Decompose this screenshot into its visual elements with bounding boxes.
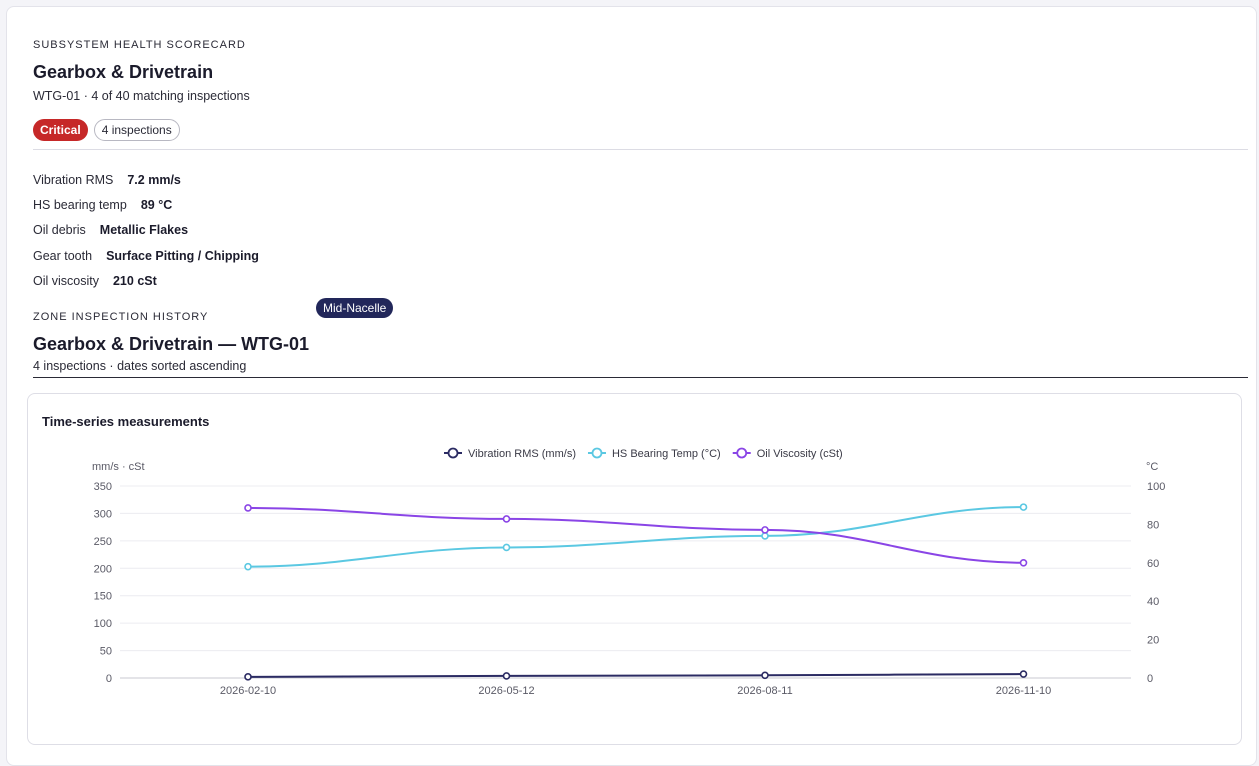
metric-label: Oil debris <box>33 223 86 238</box>
data-point <box>502 515 511 523</box>
badge-row: Critical 4 inspections <box>33 119 180 141</box>
y-left-tick-label: 250 <box>94 536 112 548</box>
metric-value: 210 cSt <box>112 274 157 289</box>
x-tick-label: 2026-11-10 <box>996 685 1051 697</box>
history-eyebrow: ZONE INSPECTION HISTORY <box>33 311 209 323</box>
y-left-tick-label: 50 <box>100 646 112 658</box>
y-right-tick-label: 80 <box>1147 519 1159 531</box>
data-point <box>1019 503 1028 511</box>
metric-oil-viscosity: Oil viscosity 210 cSt <box>33 269 259 294</box>
time-series-chart: 0 50 100 150 200 250 300 350 0 20 40 60 80 100 mm/s · … <box>92 447 1165 697</box>
x-tick-label: 2026-02-10 <box>220 685 276 697</box>
legend-label: HS Bearing Temp (°C) <box>612 448 721 460</box>
history-title: Gearbox & Drivetrain — WTG-01 <box>33 334 310 354</box>
metric-value: 89 °C <box>140 198 173 213</box>
inspection-count-badge: 4 inspections <box>93 119 180 141</box>
data-point <box>502 672 511 680</box>
legend-label: Oil Viscosity (cSt) <box>757 448 843 460</box>
metric-gear-tooth: Gear tooth Surface Pitting / Chipping <box>33 243 259 268</box>
data-point <box>244 562 252 571</box>
legend-marker <box>736 447 748 459</box>
metric-label: Oil viscosity <box>33 274 99 289</box>
metric-label: Vibration RMS <box>33 172 114 187</box>
metric-label: Gear tooth <box>33 248 93 263</box>
metric-bearing-temp: HS bearing temp 89 °C <box>33 192 259 217</box>
y-right-tick-label: 0 <box>1147 673 1153 685</box>
scorecard-card: SUBSYSTEM HEALTH SCORECARD Gearbox & Dri… <box>6 6 1257 766</box>
metric-value: Metallic Flakes <box>99 223 189 238</box>
series-line-2 <box>247 506 1024 564</box>
divider <box>33 149 1248 150</box>
series-line-0 <box>247 673 1024 678</box>
data-point <box>761 671 769 680</box>
y-left-tick-label: 150 <box>94 591 112 603</box>
y-right-tick-label: 20 <box>1147 635 1159 647</box>
metric-vibration: Vibration RMS 7.2 mm/s <box>33 167 259 192</box>
history-subtitle: 4 inspections · dates sorted ascending <box>33 359 247 373</box>
metric-oil-debris: Oil debris Metallic Flakes <box>33 218 259 243</box>
chart-title: Time-series measurements <box>42 414 210 429</box>
scorecard-title: Gearbox & Drivetrain <box>33 62 214 82</box>
legend-label: Vibration RMS (mm/s) <box>468 448 576 460</box>
zone-badge: Mid-Nacelle <box>316 298 394 318</box>
y-left-axis-label: mm/s · cSt <box>92 461 145 473</box>
status-badge: Critical <box>33 119 88 141</box>
history-divider <box>33 377 1248 378</box>
y-left-tick-label: 100 <box>94 618 112 630</box>
data-point <box>1019 670 1028 678</box>
x-tick-label: 2026-08-11 <box>737 685 792 697</box>
y-left-tick-label: 350 <box>94 481 112 493</box>
y-left-tick-label: 200 <box>94 563 112 575</box>
y-right-tick-label: 40 <box>1147 596 1159 608</box>
data-point <box>502 543 511 552</box>
data-point <box>761 526 769 534</box>
scorecard-subtitle: WTG-01 · 4 of 40 matching inspections <box>33 89 250 103</box>
metric-value: 7.2 mm/s <box>127 172 181 187</box>
metrics-list: Vibration RMS 7.2 mm/s HS bearing temp 8… <box>33 167 259 294</box>
data-point <box>244 504 252 512</box>
x-tick-label: 2026-05-12 <box>478 685 534 697</box>
series-line-1 <box>247 506 1024 568</box>
data-point <box>244 673 252 681</box>
data-point <box>761 532 769 540</box>
metric-label: HS bearing temp <box>33 198 127 213</box>
y-left-tick-label: 0 <box>106 673 112 685</box>
y-right-axis-label: °C <box>1146 461 1158 473</box>
scorecard-eyebrow: SUBSYSTEM HEALTH SCORECARD <box>33 39 246 51</box>
y-right-tick-label: 60 <box>1147 558 1159 570</box>
y-right-tick-label: 100 <box>1147 481 1165 493</box>
data-point <box>1019 559 1028 567</box>
metric-value: Surface Pitting / Chipping <box>106 248 259 263</box>
chart-card: Time-series measurements 0 50 100 150 200 250… <box>27 393 1242 745</box>
y-left-tick-label: 300 <box>94 508 112 520</box>
legend-marker <box>447 447 459 459</box>
legend-marker <box>591 447 603 459</box>
